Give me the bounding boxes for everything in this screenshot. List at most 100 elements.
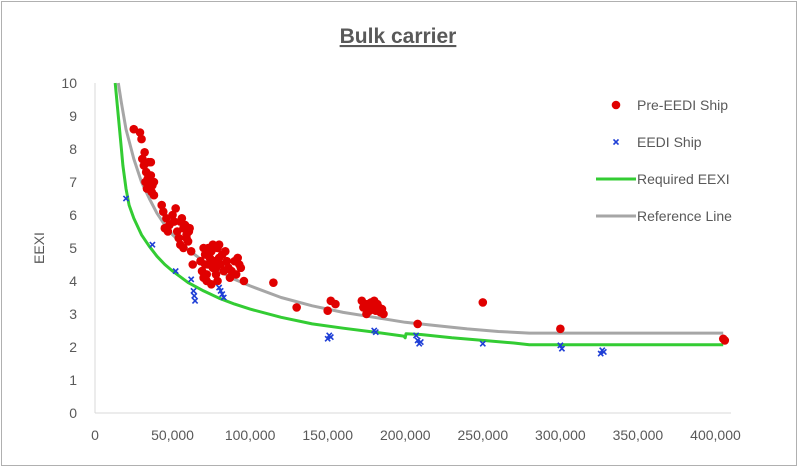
eedi-point — [191, 297, 199, 304]
legend-marker — [611, 100, 621, 110]
chart-title: Bulk carrier — [340, 25, 457, 48]
eedi-point-stroke — [417, 338, 424, 346]
pre-eedi-point — [360, 299, 370, 309]
eedi-point — [414, 337, 421, 344]
x-tick-label: 50,000 — [151, 427, 194, 443]
series-line-2 — [113, 82, 724, 347]
eedi-point-stroke — [191, 297, 199, 304]
y-tick-label: 9 — [69, 108, 77, 124]
series-lines — [113, 82, 724, 347]
eedi-point-stroke — [220, 294, 227, 301]
pre-eedi-point — [331, 299, 340, 309]
y-tick-label: 8 — [69, 141, 77, 157]
pre-eedi-point — [413, 319, 422, 329]
pre-eedi-point — [146, 171, 156, 180]
eedi-point — [597, 350, 604, 357]
series-points — [122, 124, 730, 357]
pre-eedi-point — [200, 260, 210, 269]
eedi-point — [149, 241, 156, 248]
pre-eedi-point — [203, 243, 213, 253]
pre-eedi-point — [211, 263, 221, 273]
eedi-point — [172, 267, 179, 275]
eedi-point-stroke — [219, 291, 226, 298]
pre-eedi-point — [720, 336, 730, 345]
pre-eedi-point — [556, 324, 565, 334]
eedi-point — [190, 287, 197, 295]
eedi-point — [417, 338, 424, 346]
eedi-point-stroke — [122, 195, 130, 202]
y-tick-label: 10 — [61, 75, 77, 91]
x-tick-label: 100,000 — [225, 427, 276, 443]
y-tick-label: 5 — [69, 240, 77, 256]
pre-eedi-point — [182, 233, 191, 243]
eedi-point — [479, 340, 486, 347]
x-tick-label: 300,000 — [535, 427, 586, 443]
legend-item-1: EEDI Ship — [612, 134, 702, 150]
axes: 0 50,000 100,000 150,000 200,000 250,000 300,0… — [61, 75, 741, 443]
eedi-point-stroke — [215, 284, 223, 291]
pre-eedi-point — [379, 309, 388, 319]
y-tick-label: 6 — [69, 207, 77, 223]
pre-eedi-point — [149, 190, 159, 200]
x-tick-label: 400,000 — [690, 427, 741, 443]
pre-eedi-point — [478, 298, 488, 307]
pre-eedi-point — [158, 207, 168, 216]
pre-eedi-point — [177, 214, 187, 223]
pre-eedi-point — [269, 278, 278, 287]
eedi-point — [327, 333, 334, 341]
eedi-point-stroke — [191, 292, 198, 300]
eedi-point-stroke — [558, 345, 566, 352]
y-tick-label: 3 — [69, 306, 77, 322]
pre-eedi-point — [213, 276, 222, 286]
y-tick-label: 0 — [69, 405, 77, 421]
x-tick-label: 200,000 — [380, 427, 431, 443]
eedi-point — [324, 335, 331, 342]
eedi-point — [215, 284, 223, 291]
pre-eedi-point — [141, 177, 150, 187]
eedi-point — [412, 332, 420, 339]
eedi-point-stroke — [479, 340, 486, 347]
pre-eedi-point — [214, 240, 224, 249]
legend-label: EEDI Ship — [637, 134, 702, 150]
series-line-3 — [116, 82, 724, 335]
eedi-point-stroke — [188, 276, 195, 283]
eedi-point-stroke — [324, 335, 331, 342]
pre-eedi-point — [149, 177, 159, 187]
eedi-point-stroke — [597, 350, 604, 357]
pre-eedi-point — [211, 270, 221, 279]
y-tick-label: 4 — [69, 273, 77, 289]
legend-label: Reference Line — [637, 208, 732, 224]
eedi-point-stroke — [327, 333, 334, 341]
pre-eedi-point — [146, 157, 156, 167]
x-tick-label: 250,000 — [458, 427, 509, 443]
pre-eedi-point — [188, 260, 198, 269]
legend: Pre-EEDI Ship EEDI Ship Required EEXI Refer… — [596, 97, 732, 224]
pre-eedi-point — [157, 200, 167, 210]
eedi-point-stroke — [190, 287, 197, 295]
legend-label: Pre-EEDI Ship — [637, 97, 728, 113]
eedi-point-stroke — [600, 348, 607, 356]
legend-item-2: Required EEXI — [596, 171, 730, 187]
y-axis-label: EEXI — [31, 232, 47, 264]
legend-label: Required EEXI — [637, 171, 730, 187]
pre-eedi-point — [239, 276, 249, 286]
pre-eedi-point — [236, 263, 246, 273]
pre-eedi-point — [184, 227, 194, 236]
y-tick-label: 2 — [69, 339, 77, 355]
eedi-point-stroke — [372, 328, 379, 336]
pre-eedi-point — [174, 233, 184, 243]
pre-eedi-point — [179, 243, 188, 253]
eedi-point — [191, 292, 198, 300]
pre-eedi-point — [160, 223, 170, 233]
pre-eedi-point — [231, 270, 241, 279]
eedi-point — [188, 276, 195, 283]
eedi-point — [600, 348, 607, 356]
eedi-point-stroke — [217, 287, 224, 295]
legend-item-3: Reference Line — [596, 208, 732, 224]
eedi-point — [372, 328, 379, 336]
y-tick-label: 7 — [69, 174, 77, 190]
eedi-point-stroke — [414, 337, 421, 344]
eedi-point — [558, 345, 566, 352]
